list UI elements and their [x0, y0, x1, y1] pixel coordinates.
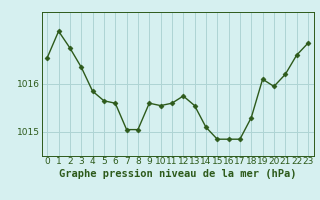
X-axis label: Graphe pression niveau de la mer (hPa): Graphe pression niveau de la mer (hPa)	[59, 169, 296, 179]
